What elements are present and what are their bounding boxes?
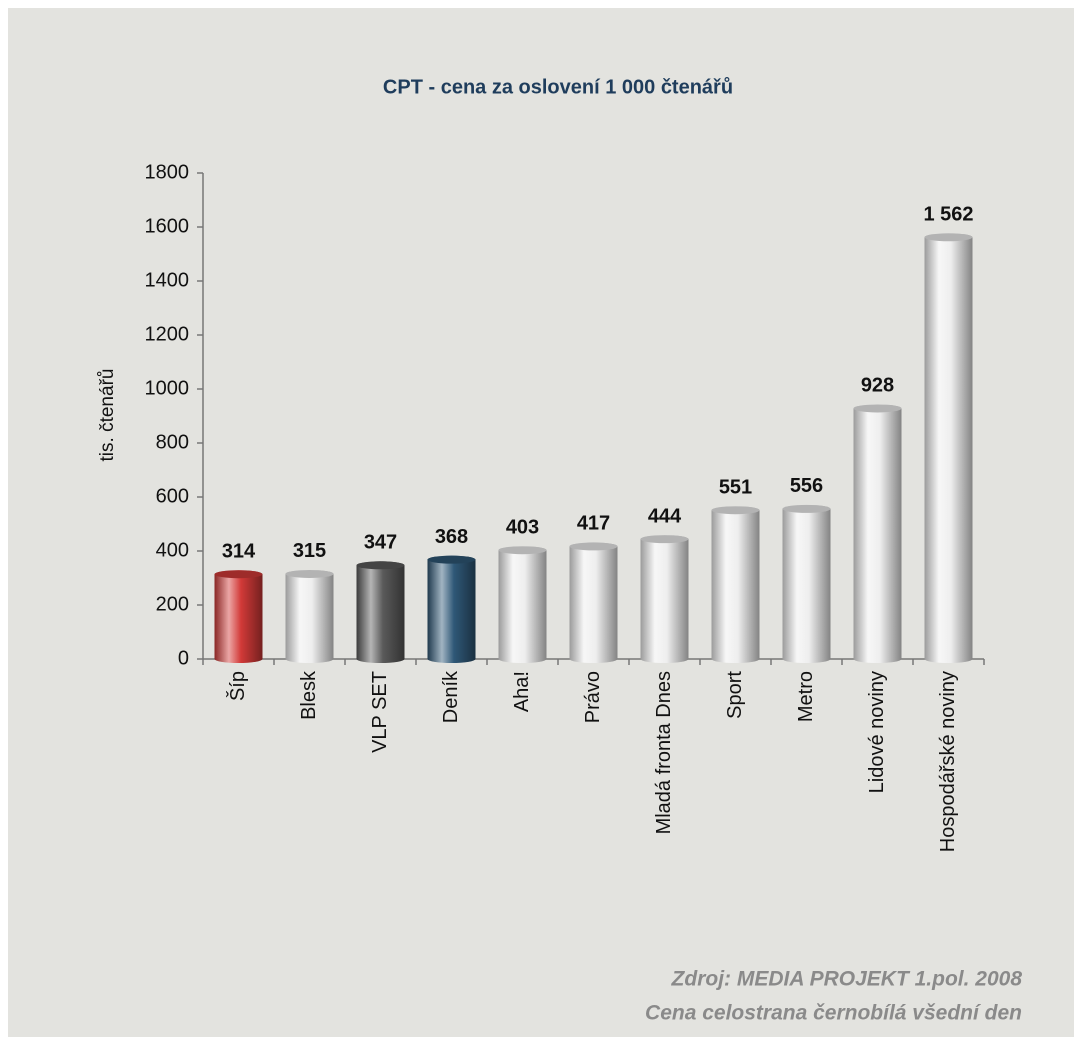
bar-cap xyxy=(853,404,902,413)
bar-cap xyxy=(498,546,547,555)
bar-cap xyxy=(569,542,618,551)
bar xyxy=(782,504,831,663)
value-label: 347 xyxy=(364,532,397,554)
x-tick-label: Deník xyxy=(440,670,462,723)
bar-cap xyxy=(782,504,831,513)
value-label: 368 xyxy=(435,526,468,548)
value-label: 1 562 xyxy=(923,204,973,226)
value-label: 556 xyxy=(790,475,823,497)
bar-cap xyxy=(285,569,334,578)
bar-cap xyxy=(924,233,973,242)
y-tick-label: 600 xyxy=(156,485,189,507)
bar xyxy=(427,555,476,663)
y-tick-label: 800 xyxy=(156,431,189,453)
bar xyxy=(356,561,405,663)
bar xyxy=(924,233,973,663)
value-label: 315 xyxy=(293,540,326,562)
bar xyxy=(214,570,263,663)
x-tick-label: Lidové noviny xyxy=(866,671,888,793)
chart-title: CPT - cena za oslovení 1 000 čtenářů xyxy=(383,76,733,98)
bar xyxy=(569,542,618,663)
source-note: Cena celostrana černobílá všední den xyxy=(645,1002,1022,1025)
x-tick-label: Šíp xyxy=(226,671,249,701)
source-note: Zdroj: MEDIA PROJEKT 1.pol. 2008 xyxy=(671,968,1023,991)
y-tick-label: 1800 xyxy=(145,161,190,183)
value-label: 314 xyxy=(222,541,256,563)
x-tick-label: Sport xyxy=(724,671,746,719)
bar-cap xyxy=(356,561,405,570)
bar-cap xyxy=(427,555,476,564)
bar xyxy=(640,535,689,663)
value-label: 403 xyxy=(506,516,539,538)
x-tick-label: Hospodářské noviny xyxy=(937,671,959,852)
x-tick-label: VLP SET xyxy=(369,671,391,753)
y-tick-label: 400 xyxy=(156,539,189,561)
y-tick-label: 200 xyxy=(156,593,189,615)
x-tick-label: Blesk xyxy=(298,670,320,720)
value-label: 444 xyxy=(648,505,682,527)
value-label: 417 xyxy=(577,513,610,535)
bar xyxy=(285,569,334,663)
bar-cap xyxy=(214,570,263,579)
x-tick-label: Mladá fronta Dnes xyxy=(653,671,675,834)
bar-cap xyxy=(711,506,760,515)
y-axis-label: tis. čtenářů xyxy=(97,369,118,462)
y-tick-label: 1600 xyxy=(145,215,190,237)
x-tick-label: Metro xyxy=(795,671,817,722)
value-label: 551 xyxy=(719,477,752,499)
x-tick-label: Právo xyxy=(582,671,604,723)
value-label: 928 xyxy=(861,375,894,397)
bar xyxy=(853,404,902,663)
bar xyxy=(711,506,760,663)
y-tick-label: 1000 xyxy=(145,377,190,399)
bar xyxy=(498,546,547,663)
y-tick-label: 0 xyxy=(178,647,189,669)
x-tick-label: Aha! xyxy=(511,671,533,712)
bar-cap xyxy=(640,535,689,544)
y-tick-label: 1200 xyxy=(145,323,190,345)
y-tick-label: 1400 xyxy=(145,269,190,291)
